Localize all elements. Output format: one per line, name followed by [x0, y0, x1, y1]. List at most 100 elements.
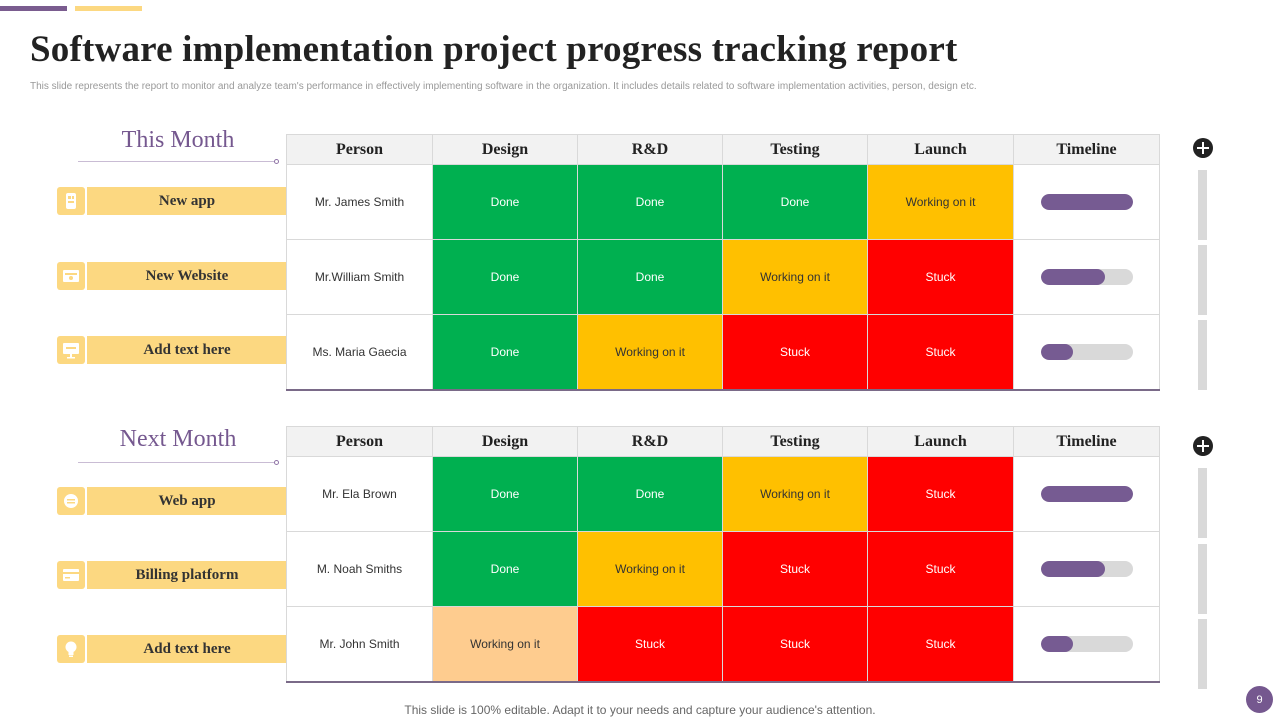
progress-table-next-month: Person Design R&D Testing Launch Timelin…	[286, 426, 1160, 683]
column-header: Person	[286, 134, 433, 165]
project-row-new-website: New Website	[57, 262, 287, 290]
project-row-billing-platform: Billing platform	[57, 561, 287, 589]
side-bar-segment	[1198, 245, 1207, 315]
web-app-icon	[57, 487, 85, 515]
status-cell: Done	[577, 239, 723, 315]
side-bar-segment	[1198, 544, 1207, 614]
person-cell: Ms. Maria Gaecia	[286, 314, 433, 391]
timeline-cell	[1013, 239, 1160, 315]
status-cell: Working on it	[577, 314, 723, 391]
presentation-icon	[57, 336, 85, 364]
accent-bar-purple	[0, 6, 67, 11]
status-cell: Stuck	[867, 606, 1014, 683]
timeline-cell	[1013, 456, 1160, 532]
timeline-cell	[1013, 606, 1160, 683]
project-label: Billing platform	[87, 561, 287, 589]
project-row-add-text: Add text here	[57, 336, 287, 364]
column-header: Launch	[867, 134, 1014, 165]
status-cell: Done	[432, 531, 578, 607]
table-row: Mr.William Smith Done Done Working on it…	[286, 239, 1160, 315]
progress-table-this-month: Person Design R&D Testing Launch Timelin…	[286, 134, 1160, 391]
mobile-app-icon	[57, 187, 85, 215]
status-cell: Working on it	[577, 531, 723, 607]
person-cell: Mr. James Smith	[286, 164, 433, 240]
timeline-progress-bar	[1040, 486, 1133, 502]
status-cell: Working on it	[432, 606, 578, 683]
timeline-progress-fill	[1040, 561, 1105, 577]
timeline-progress-fill	[1040, 269, 1105, 285]
table-row: Ms. Maria Gaecia Done Working on it Stuc…	[286, 314, 1160, 391]
project-label: New Website	[87, 262, 287, 290]
website-icon	[57, 262, 85, 290]
status-cell: Stuck	[867, 531, 1014, 607]
side-bar-segment	[1198, 619, 1207, 689]
column-header: R&D	[577, 134, 723, 165]
status-cell: Done	[432, 239, 578, 315]
project-label: Add text here	[87, 635, 287, 663]
page-title: Software implementation project progress…	[30, 29, 958, 70]
column-header: Launch	[867, 426, 1014, 457]
project-row-new-app: New app	[57, 187, 287, 215]
timeline-cell	[1013, 531, 1160, 607]
person-cell: Mr. John Smith	[286, 606, 433, 683]
timeline-cell	[1013, 164, 1160, 240]
timeline-progress-fill	[1040, 486, 1133, 502]
column-header: Person	[286, 426, 433, 457]
timeline-progress-bar	[1040, 269, 1133, 285]
project-row-web-app: Web app	[57, 487, 287, 515]
project-row-add-text: Add text here	[57, 635, 287, 663]
status-cell: Stuck	[867, 314, 1014, 391]
column-header: Timeline	[1013, 426, 1160, 457]
idea-icon	[57, 635, 85, 663]
status-cell: Done	[722, 164, 868, 240]
project-label: New app	[87, 187, 287, 215]
status-cell: Stuck	[867, 456, 1014, 532]
status-cell: Done	[432, 164, 578, 240]
status-cell: Done	[432, 456, 578, 532]
table-row: M. Noah Smiths Done Working on it Stuck …	[286, 531, 1160, 607]
table-row: Mr. John Smith Working on it Stuck Stuck…	[286, 606, 1160, 683]
section-divider	[78, 462, 277, 463]
side-bar-segment	[1198, 468, 1207, 538]
page-number-badge: 9	[1246, 686, 1273, 713]
status-cell: Stuck	[722, 531, 868, 607]
billing-icon	[57, 561, 85, 589]
column-header: Testing	[722, 426, 868, 457]
timeline-progress-fill	[1040, 343, 1073, 360]
timeline-progress-bar	[1040, 561, 1133, 577]
column-header: Timeline	[1013, 134, 1160, 165]
timeline-progress-bar	[1040, 194, 1133, 210]
project-label: Add text here	[87, 336, 287, 364]
status-cell: Working on it	[867, 164, 1014, 240]
divider-dot	[274, 460, 279, 465]
timeline-progress-fill	[1040, 635, 1073, 652]
status-cell: Working on it	[722, 456, 868, 532]
section-label-this-month: This Month	[121, 127, 235, 153]
timeline-progress-bar	[1040, 343, 1133, 360]
divider-dot	[274, 159, 279, 164]
column-header: Design	[432, 426, 578, 457]
column-header: R&D	[577, 426, 723, 457]
status-cell: Working on it	[722, 239, 868, 315]
footer-note: This slide is 100% editable. Adapt it to…	[404, 703, 876, 717]
status-cell: Stuck	[722, 314, 868, 391]
accent-bar-yellow	[75, 6, 142, 11]
timeline-cell	[1013, 314, 1160, 391]
plus-circle-icon	[1193, 138, 1213, 158]
person-cell: M. Noah Smiths	[286, 531, 433, 607]
status-cell: Done	[577, 456, 723, 532]
column-header: Testing	[722, 134, 868, 165]
section-divider	[78, 161, 277, 162]
status-cell: Done	[432, 314, 578, 391]
status-cell: Stuck	[577, 606, 723, 683]
timeline-progress-fill	[1040, 194, 1133, 210]
person-cell: Mr. Ela Brown	[286, 456, 433, 532]
table-row: Mr. Ela Brown Done Done Working on it St…	[286, 456, 1160, 532]
side-bar-segment	[1198, 320, 1207, 390]
status-cell: Stuck	[722, 606, 868, 683]
person-cell: Mr.William Smith	[286, 239, 433, 315]
project-label: Web app	[87, 487, 287, 515]
plus-circle-icon	[1193, 436, 1213, 456]
page-subtitle: This slide represents the report to moni…	[30, 81, 977, 92]
timeline-progress-bar	[1040, 635, 1133, 652]
